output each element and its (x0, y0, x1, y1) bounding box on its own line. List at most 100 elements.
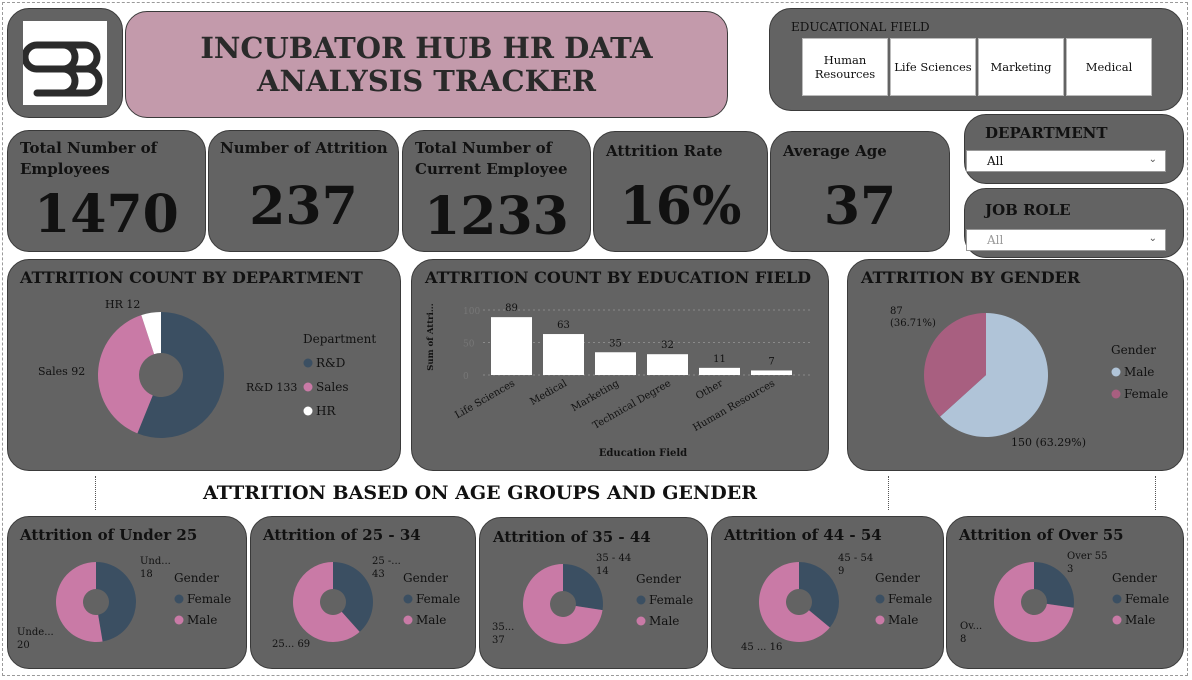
title-banner: INCUBATOR HUB HR DATA ANALYSIS TRACKER (125, 11, 728, 118)
department-value: All (987, 154, 1004, 168)
legend-dot (303, 382, 313, 392)
legend-dot (403, 594, 413, 604)
pie-slice (994, 562, 1074, 642)
legend-dot (636, 616, 646, 626)
bb-logo-icon (21, 41, 103, 97)
pie-slice (940, 313, 1048, 437)
tile-medical[interactable]: Medical (1066, 38, 1152, 96)
legend-dot (1111, 389, 1121, 399)
kpi-label: Number of Attrition (220, 139, 388, 157)
data-label: 150 (63.29%) (1011, 436, 1086, 449)
y-axis-label: Sum of Attri... (426, 303, 436, 370)
legend-title: Gender (174, 571, 219, 585)
data-label: Sales 92 (38, 365, 85, 378)
x-tick-label: Other (694, 378, 725, 402)
kpi-value: 237 (249, 176, 358, 237)
pie-slice (98, 315, 155, 434)
age-donut-chart: Over 55 3 Ov... 8 Gender Female Male (960, 551, 1169, 645)
legend-entry: Female (1125, 592, 1169, 606)
legend-entry: Female (1124, 387, 1168, 401)
legend-title: Gender (1111, 343, 1156, 357)
divider (1155, 476, 1156, 510)
page-title: INCUBATOR HUB HR DATA ANALYSIS TRACKER (200, 30, 653, 98)
pie-slice (523, 564, 603, 644)
data-label: 87 (890, 306, 903, 317)
data-label: 45 ... 16 (741, 642, 782, 653)
bar (699, 367, 740, 375)
data-label: Ov... 8 (960, 621, 982, 645)
tile-marketing[interactable]: Marketing (978, 38, 1064, 96)
chart-title: Attrition of 35 - 44 (493, 528, 651, 546)
bar (543, 334, 584, 375)
y-tick-label: 100 (463, 307, 480, 317)
legend-title: Gender (1112, 571, 1157, 585)
legend-dot (1112, 594, 1122, 604)
legend-entry: Male (1125, 613, 1155, 627)
data-label: 45 - 54 9 (838, 553, 873, 577)
legend-dot (875, 615, 885, 625)
data-label: 35 (609, 338, 622, 349)
pie-slice (293, 562, 360, 642)
kpi-total-employees (7, 130, 206, 252)
kpi-label: Total Number of Current Employee (415, 139, 568, 178)
legend-dot (875, 594, 885, 604)
data-label: Over 55 3 (1067, 551, 1107, 575)
jobrole-value: All (987, 233, 1004, 247)
legend-title: Gender (875, 571, 920, 585)
kpi-value: 1470 (34, 184, 179, 245)
data-label: 11 (713, 354, 726, 365)
pie-slice (141, 312, 161, 355)
legend-entry: Female (416, 592, 460, 606)
kpi-attrition-rate (593, 131, 768, 252)
kpi-value: 37 (823, 176, 897, 237)
chart-title: Attrition of Under 25 (20, 526, 198, 544)
divider (888, 476, 889, 510)
pie-slice (799, 562, 839, 628)
bar (595, 352, 636, 375)
age-donut-chart: 35 - 44 14 35... 37 Gender Female Male (492, 553, 693, 646)
legend-title: Department (303, 332, 376, 346)
data-label: 63 (557, 320, 570, 331)
data-label: Unde... 20 (17, 627, 54, 651)
legend-dot (303, 406, 313, 416)
legend-entry: Male (416, 613, 446, 627)
legend-title: Gender (403, 571, 448, 585)
kpi-label: Total Number of Employees (20, 139, 158, 178)
section-title: ATTRITION BASED ON AGE GROUPS AND GENDER (203, 482, 758, 504)
bar (647, 354, 688, 375)
legend-entry: HR (316, 404, 336, 418)
chart-title: Attrition of 25 - 34 (263, 526, 421, 544)
x-tick-label: Life Sciences (453, 378, 517, 421)
pie-slice (137, 312, 225, 438)
kpi-current-employees (402, 130, 591, 252)
pie-slice (333, 562, 373, 632)
chevron-down-icon: ⌄ (1148, 233, 1157, 244)
pie-slice (759, 562, 830, 642)
tile-life-sciences[interactable]: Life Sciences (890, 38, 976, 96)
kpi-label: Average Age (783, 142, 887, 160)
jobrole-dropdown[interactable]: All ⌄ (966, 229, 1166, 251)
data-label: HR 12 (105, 298, 140, 311)
pie-slice (1034, 562, 1074, 608)
pie-slice (56, 562, 103, 642)
logo-card (7, 8, 123, 118)
y-tick-label: 50 (463, 340, 475, 350)
logo (21, 21, 107, 105)
kpi-attrition (208, 130, 399, 252)
pie-slice (924, 313, 986, 417)
data-label: R&D 133 (246, 381, 297, 394)
x-tick-label: Medical (528, 378, 569, 408)
chart-title: Attrition of Over 55 (959, 526, 1124, 544)
data-label: 89 (505, 303, 518, 314)
data-label: Und... 18 (140, 556, 171, 580)
data-label: 7 (768, 356, 774, 367)
department-dropdown[interactable]: All ⌄ (966, 150, 1166, 172)
legend-entry: Female (649, 593, 693, 607)
divider (95, 476, 96, 510)
legend-dot (174, 594, 184, 604)
legend-entry: Male (1124, 365, 1154, 379)
tile-human-resources[interactable]: Human Resources (802, 38, 888, 96)
legend-dot (303, 358, 313, 368)
chart-title: ATTRITION COUNT BY EDUCATION FIELD (425, 268, 812, 287)
